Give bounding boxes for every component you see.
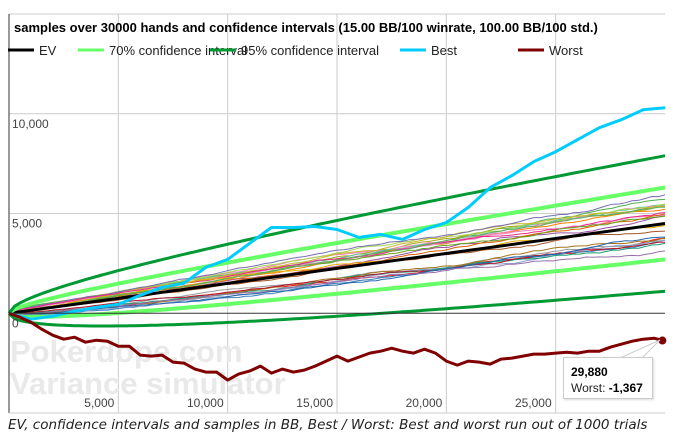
chart-caption: EV, confidence intervals and samples in … <box>8 417 648 433</box>
worst-line <box>8 311 663 382</box>
tooltip-row: Worst: -1,367 <box>571 381 652 395</box>
legend-item[interactable]: EV <box>8 43 57 58</box>
x-tick-label: 25,000 <box>515 396 552 410</box>
sample-run-line <box>8 194 666 314</box>
series-lines <box>7 106 666 382</box>
tooltip-y-value: -1,367 <box>608 381 643 395</box>
tooltip-series-label: Worst: <box>571 381 606 395</box>
ev-line <box>8 222 666 315</box>
chart-title: samples over 30000 hands and confidence … <box>14 20 598 35</box>
tooltip-x-value: 29,880 <box>571 365 608 379</box>
legend-item[interactable]: 70% confidence interval <box>78 43 247 58</box>
sample-run-line <box>8 206 665 314</box>
variance-chart: Pokerdope.com Variance simulator 5,000 10… <box>7 13 667 414</box>
y-tick-label: 0 <box>12 316 19 330</box>
95-confidence-interval-lower-line <box>7 289 666 328</box>
legend-item[interactable]: Best <box>400 43 457 58</box>
hover-point[interactable] <box>658 336 667 345</box>
axes <box>8 14 665 414</box>
legend-label: Best <box>431 43 457 58</box>
x-tick-label: 15,000 <box>296 396 333 410</box>
70-confidence-interval-upper-line <box>7 185 666 315</box>
y-tick-label: 5,000 <box>12 217 42 231</box>
watermark: Pokerdope.com Variance simulator <box>10 334 286 401</box>
legend-label: Worst <box>549 43 583 58</box>
legend-item[interactable]: Worst <box>518 43 583 58</box>
legend-label: EV <box>39 43 57 58</box>
sample-run-line <box>8 236 666 316</box>
x-tick-label: 5,000 <box>84 396 114 410</box>
x-tick-label: 20,000 <box>406 396 443 410</box>
tick-labels: 5,000 10,000 15,000 20,000 25,000 0 5,000 10,00… <box>12 117 552 410</box>
gridlines <box>9 13 665 413</box>
95-confidence-interval-upper-line <box>7 154 666 315</box>
watermark-line1: Pokerdope.com <box>10 334 243 369</box>
legend-item[interactable]: 95% confidence interval <box>210 43 379 58</box>
legend-label: 95% confidence interval <box>241 43 379 58</box>
watermark-line2: Variance simulator <box>10 366 286 401</box>
x-tick-label: 10,000 <box>187 396 224 410</box>
sample-run-line <box>8 212 666 314</box>
tooltip: 29,880 Worst: -1,367 <box>563 357 653 399</box>
best-line <box>8 106 666 321</box>
legend-label: 70% confidence interval <box>109 43 247 58</box>
y-tick-label: 10,000 <box>12 117 49 131</box>
sample-run-line <box>8 241 665 315</box>
